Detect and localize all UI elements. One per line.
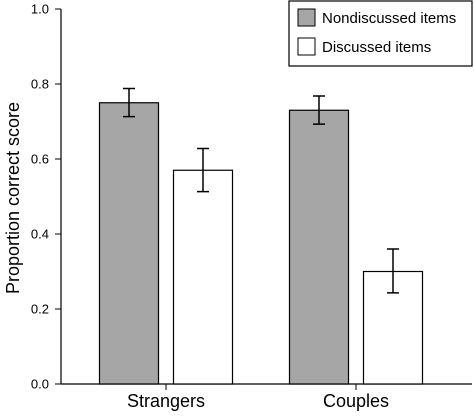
bar-strangers-discussed xyxy=(172,169,234,385)
legend-label-nondiscussed: Nondiscussed items xyxy=(322,10,456,27)
y-tick-label: 0.0 xyxy=(31,377,49,392)
tick-labels: 0.0 0.2 0.4 0.6 0.8 1.0 Strangers Couples xyxy=(31,2,389,412)
bar-couples-nondiscussed xyxy=(288,109,350,385)
x-category-label: Strangers xyxy=(127,391,205,411)
y-tick-label: 0.4 xyxy=(31,227,49,242)
error-bars xyxy=(123,87,399,294)
y-tick-label: 0.6 xyxy=(31,152,49,167)
legend-label-discussed: Discussed items xyxy=(322,39,431,56)
y-tick-label: 0.2 xyxy=(31,302,49,317)
legend: Nondiscussed items Discussed items xyxy=(288,0,473,67)
bars xyxy=(98,102,424,385)
bar-strangers-nondiscussed xyxy=(98,102,160,385)
y-axis-title: Proportion correct score xyxy=(3,102,23,294)
legend-swatch-discussed xyxy=(297,37,316,56)
y-tick-label: 0.8 xyxy=(31,77,49,92)
y-tick-label: 1.0 xyxy=(31,2,49,17)
legend-swatch-nondiscussed xyxy=(297,8,316,27)
x-category-label: Couples xyxy=(323,391,389,411)
legend-box xyxy=(288,0,473,67)
